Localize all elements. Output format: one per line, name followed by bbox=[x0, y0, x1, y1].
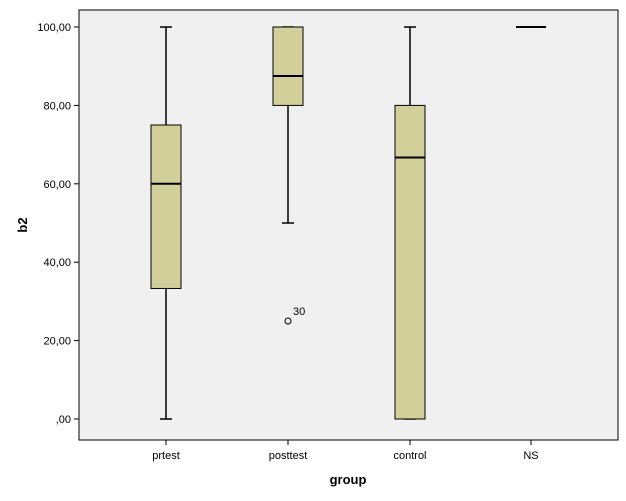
x-axis-title: group bbox=[330, 472, 367, 487]
iqr-box bbox=[150, 124, 182, 289]
iqr-box bbox=[272, 26, 304, 106]
box-posttest: 30 bbox=[272, 26, 305, 325]
y-tick-label: 60,00 bbox=[43, 179, 71, 191]
x-tick-label: NS bbox=[523, 450, 538, 462]
boxes: 30 bbox=[150, 26, 546, 420]
y-tick-label: 40,00 bbox=[43, 257, 71, 269]
x-axis: prtest posttest control NS bbox=[152, 440, 539, 462]
iqr-box bbox=[394, 104, 426, 420]
box-prtest bbox=[150, 26, 182, 420]
x-tick-label: posttest bbox=[269, 450, 308, 462]
y-tick-label: 100,00 bbox=[37, 22, 71, 34]
y-tick-label: ,00 bbox=[56, 414, 71, 426]
y-tick-label: 80,00 bbox=[43, 100, 71, 112]
x-tick-label: prtest bbox=[152, 450, 180, 462]
y-axis: ,00 20,00 40,00 60,00 80,00 100,00 bbox=[37, 22, 79, 426]
outlier-label: 30 bbox=[293, 306, 305, 318]
y-axis-title: b2 bbox=[15, 217, 30, 232]
y-tick-label: 20,00 bbox=[43, 336, 71, 348]
box-control bbox=[394, 26, 426, 420]
outlier-point bbox=[284, 317, 292, 325]
x-tick-label: control bbox=[393, 450, 426, 462]
